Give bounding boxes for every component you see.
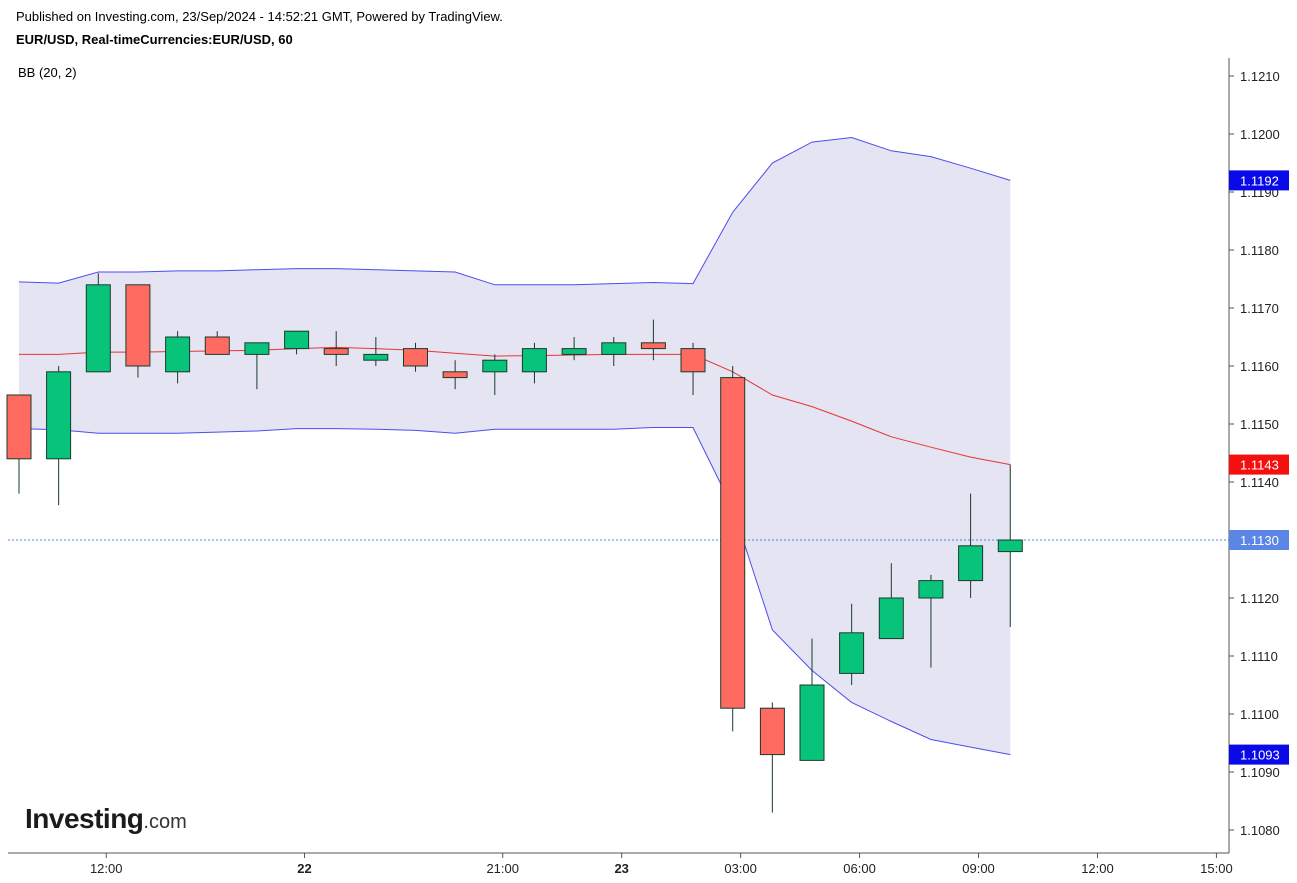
price-tag-lower: 1.1093 — [1229, 744, 1289, 765]
candle — [799, 638, 825, 761]
candle — [958, 493, 984, 598]
candle — [363, 337, 389, 366]
candle-body-up — [521, 348, 547, 373]
price-tag-basis: 1.1143 — [1229, 454, 1289, 475]
candle — [85, 273, 111, 373]
candle — [482, 354, 508, 395]
price-tag-box — [1229, 170, 1289, 191]
candle-body-up — [363, 353, 389, 361]
candle — [6, 394, 32, 494]
logo-tld: .com — [143, 811, 187, 833]
candle-body-up — [918, 580, 944, 599]
investing-logo[interactable]: Investing.com — [25, 803, 187, 835]
candle — [680, 342, 706, 395]
y-tick-label: 1.1160 — [1240, 359, 1279, 374]
bollinger-lower-line — [18, 427, 1011, 756]
x-tick-label: 03:00 — [724, 861, 757, 876]
candle — [997, 464, 1023, 627]
y-tick-label: 1.1080 — [1240, 823, 1280, 838]
candle-body-down — [640, 342, 666, 350]
candle — [165, 331, 191, 384]
x-tick-label: 12:00 — [1081, 861, 1114, 876]
candle-body-up — [958, 545, 984, 582]
candle-body-down — [6, 394, 32, 460]
bollinger-upper-line — [18, 136, 1011, 286]
x-tick-label: 23 — [614, 861, 628, 876]
y-tick-label: 1.1120 — [1240, 591, 1279, 606]
y-tick-label: 1.1200 — [1240, 127, 1280, 142]
candle-body-up — [482, 359, 508, 373]
candle — [561, 337, 587, 361]
candle-body-up — [601, 342, 627, 355]
candle — [442, 360, 468, 390]
candle — [46, 366, 72, 506]
candle — [839, 603, 865, 685]
candle-body-up — [997, 539, 1023, 553]
x-tick-label: 22 — [297, 861, 311, 876]
candle — [878, 563, 904, 640]
y-tick-label: 1.1110 — [1240, 649, 1278, 664]
x-tick-label: 12:00 — [90, 861, 123, 876]
price-tag-upper: 1.1192 — [1229, 170, 1289, 191]
candle-body-down — [759, 707, 785, 756]
candle-body-down — [720, 377, 746, 709]
x-tick-label: 09:00 — [962, 861, 995, 876]
price-tags-layer: 1.1192 1.1143 1.1130 1.1093 — [1229, 170, 1289, 765]
candle — [204, 331, 230, 355]
y-tick-label: 1.1150 — [1240, 417, 1279, 432]
symbol-title: EUR/USD, Real-timeCurrencies:EUR/USD, 60 — [16, 32, 293, 47]
bollinger-legend-label[interactable]: BB (20, 2) — [18, 65, 77, 80]
candle — [284, 330, 310, 355]
axes-layer: 1.1080 1.1090 1.1100 1.1110 1.1120 1.1130 1.11… — [8, 58, 1280, 876]
candle — [640, 319, 666, 361]
candle — [759, 702, 785, 813]
candle-body-up — [46, 371, 72, 460]
candle-body-up — [85, 284, 111, 373]
candle — [720, 366, 746, 732]
price-tag-box — [1229, 530, 1289, 550]
candle-body-down — [442, 371, 468, 379]
candle — [601, 337, 627, 366]
candle — [918, 574, 944, 668]
y-tick-label: 1.1180 — [1240, 243, 1279, 258]
price-tag-label: 1.1093 — [1240, 748, 1280, 763]
price-tag-last: 1.1130 — [1229, 530, 1289, 550]
candle-body-up — [284, 330, 310, 350]
candle-body-down — [125, 284, 151, 367]
price-tag-box — [1229, 744, 1289, 765]
candle-body-up — [244, 342, 270, 355]
candle-body-up — [839, 632, 865, 674]
candle-body-up — [878, 597, 904, 640]
y-tick-label: 1.1210 — [1240, 69, 1280, 84]
y-tick-label: 1.1090 — [1240, 765, 1280, 780]
published-info: Published on Investing.com, 23/Sep/2024 … — [16, 9, 503, 24]
y-tick-label: 1.1100 — [1240, 707, 1279, 722]
candle-body-up — [165, 336, 191, 373]
x-tick-label: 15:00 — [1200, 861, 1233, 876]
y-tick-label: 1.1170 — [1240, 301, 1279, 316]
candle-body-down — [204, 336, 230, 355]
x-tick-label: 21:00 — [486, 861, 519, 876]
candles-layer — [6, 273, 1023, 813]
candle-body-up — [799, 684, 825, 761]
price-tag-label: 1.1143 — [1240, 458, 1279, 473]
price-tag-label: 1.1192 — [1240, 173, 1279, 188]
candle-body-down — [323, 348, 349, 355]
price-tag-box — [1229, 454, 1289, 475]
candle — [521, 342, 547, 384]
candle-body-up — [561, 348, 587, 355]
y-tick-label: 1.1140 — [1240, 475, 1279, 490]
candle — [323, 331, 349, 366]
candle-body-down — [680, 348, 706, 373]
price-tag-label: 1.1130 — [1240, 533, 1279, 548]
candle-body-down — [403, 348, 428, 367]
logo-word: Investing — [25, 803, 144, 834]
bollinger-band-fill — [19, 137, 1011, 755]
candle — [244, 342, 270, 390]
candle — [403, 342, 428, 372]
candle — [125, 284, 151, 378]
x-tick-label: 06:00 — [843, 861, 876, 876]
